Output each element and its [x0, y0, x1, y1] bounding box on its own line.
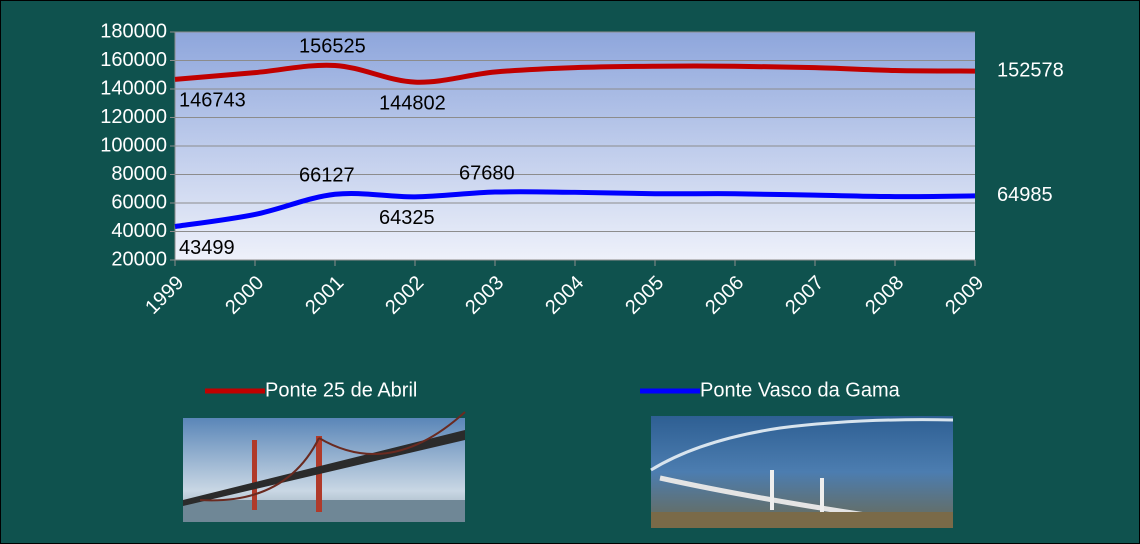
y-tick-label: 120000: [100, 106, 167, 128]
data-label: 152578: [997, 59, 1064, 81]
y-tick-label: 60000: [111, 191, 167, 213]
y-tick-label: 140000: [100, 77, 167, 99]
legend-label: Ponte 25 de Abril: [265, 379, 417, 401]
photo-25-de-abril: [183, 412, 465, 522]
y-tick-label: 100000: [100, 134, 167, 156]
data-label: 66127: [299, 165, 355, 187]
data-label: 144802: [379, 92, 446, 114]
y-tick-label: 40000: [111, 220, 167, 242]
y-tick-label: 20000: [111, 248, 167, 270]
data-label: 67680: [459, 162, 515, 184]
y-tick-label: 80000: [111, 163, 167, 185]
chart: 20000 40000 60000 80000 100000 120000 140000 16…: [0, 0, 1140, 544]
y-tick-label: 160000: [100, 49, 167, 71]
data-label: 64325: [379, 207, 435, 229]
data-label: 146743: [179, 90, 246, 112]
data-label: 156525: [299, 36, 366, 58]
y-tick-label: 180000: [100, 20, 167, 42]
data-label: 43499: [179, 237, 235, 259]
page: {"chart_data": { "type": "line", "catego…: [0, 0, 1140, 544]
data-label: 64985: [997, 184, 1053, 206]
legend-label: Ponte Vasco da Gama: [700, 379, 901, 401]
photo-vasco-da-gama: [651, 416, 953, 528]
